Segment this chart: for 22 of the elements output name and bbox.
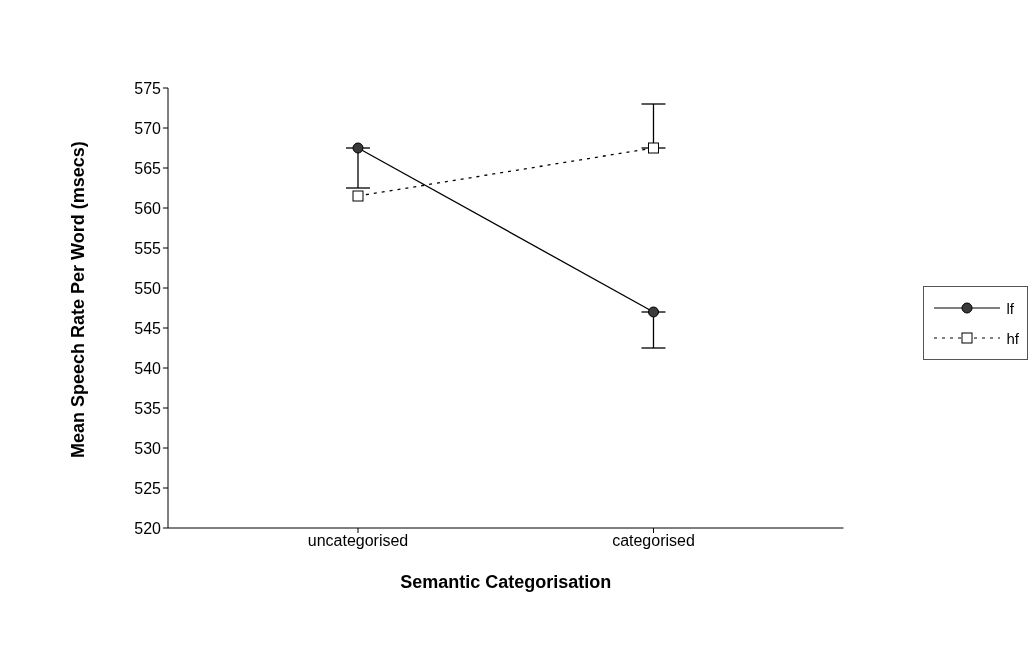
y-tick-label: 520 xyxy=(134,519,162,537)
legend-label: lf xyxy=(1006,299,1014,317)
y-tick-label: 525 xyxy=(134,479,162,497)
y-tick-label: 545 xyxy=(134,319,162,337)
y-axis-title: Mean Speech Rate Per Word (msecs) xyxy=(68,141,89,458)
y-tick-label: 575 xyxy=(134,79,162,97)
point xyxy=(647,306,659,318)
y-tick-label: 550 xyxy=(134,279,162,297)
y-tick-label: 570 xyxy=(134,119,162,137)
point xyxy=(647,142,659,154)
x-tick-label: categorised xyxy=(612,532,695,550)
y-tick-label: 560 xyxy=(134,199,162,217)
y-tick-label: 565 xyxy=(134,159,162,177)
y-tick-label: 555 xyxy=(134,239,162,257)
y-tick-label: 540 xyxy=(134,359,162,377)
legend-label: hf xyxy=(1006,329,1019,347)
y-tick-label: 530 xyxy=(134,439,162,457)
x-tick-label: uncategorised xyxy=(307,532,409,550)
y-tick-label: 535 xyxy=(134,399,162,417)
point xyxy=(352,190,364,202)
x-axis-title: Semantic Categorisation xyxy=(400,572,612,592)
point xyxy=(352,142,364,154)
